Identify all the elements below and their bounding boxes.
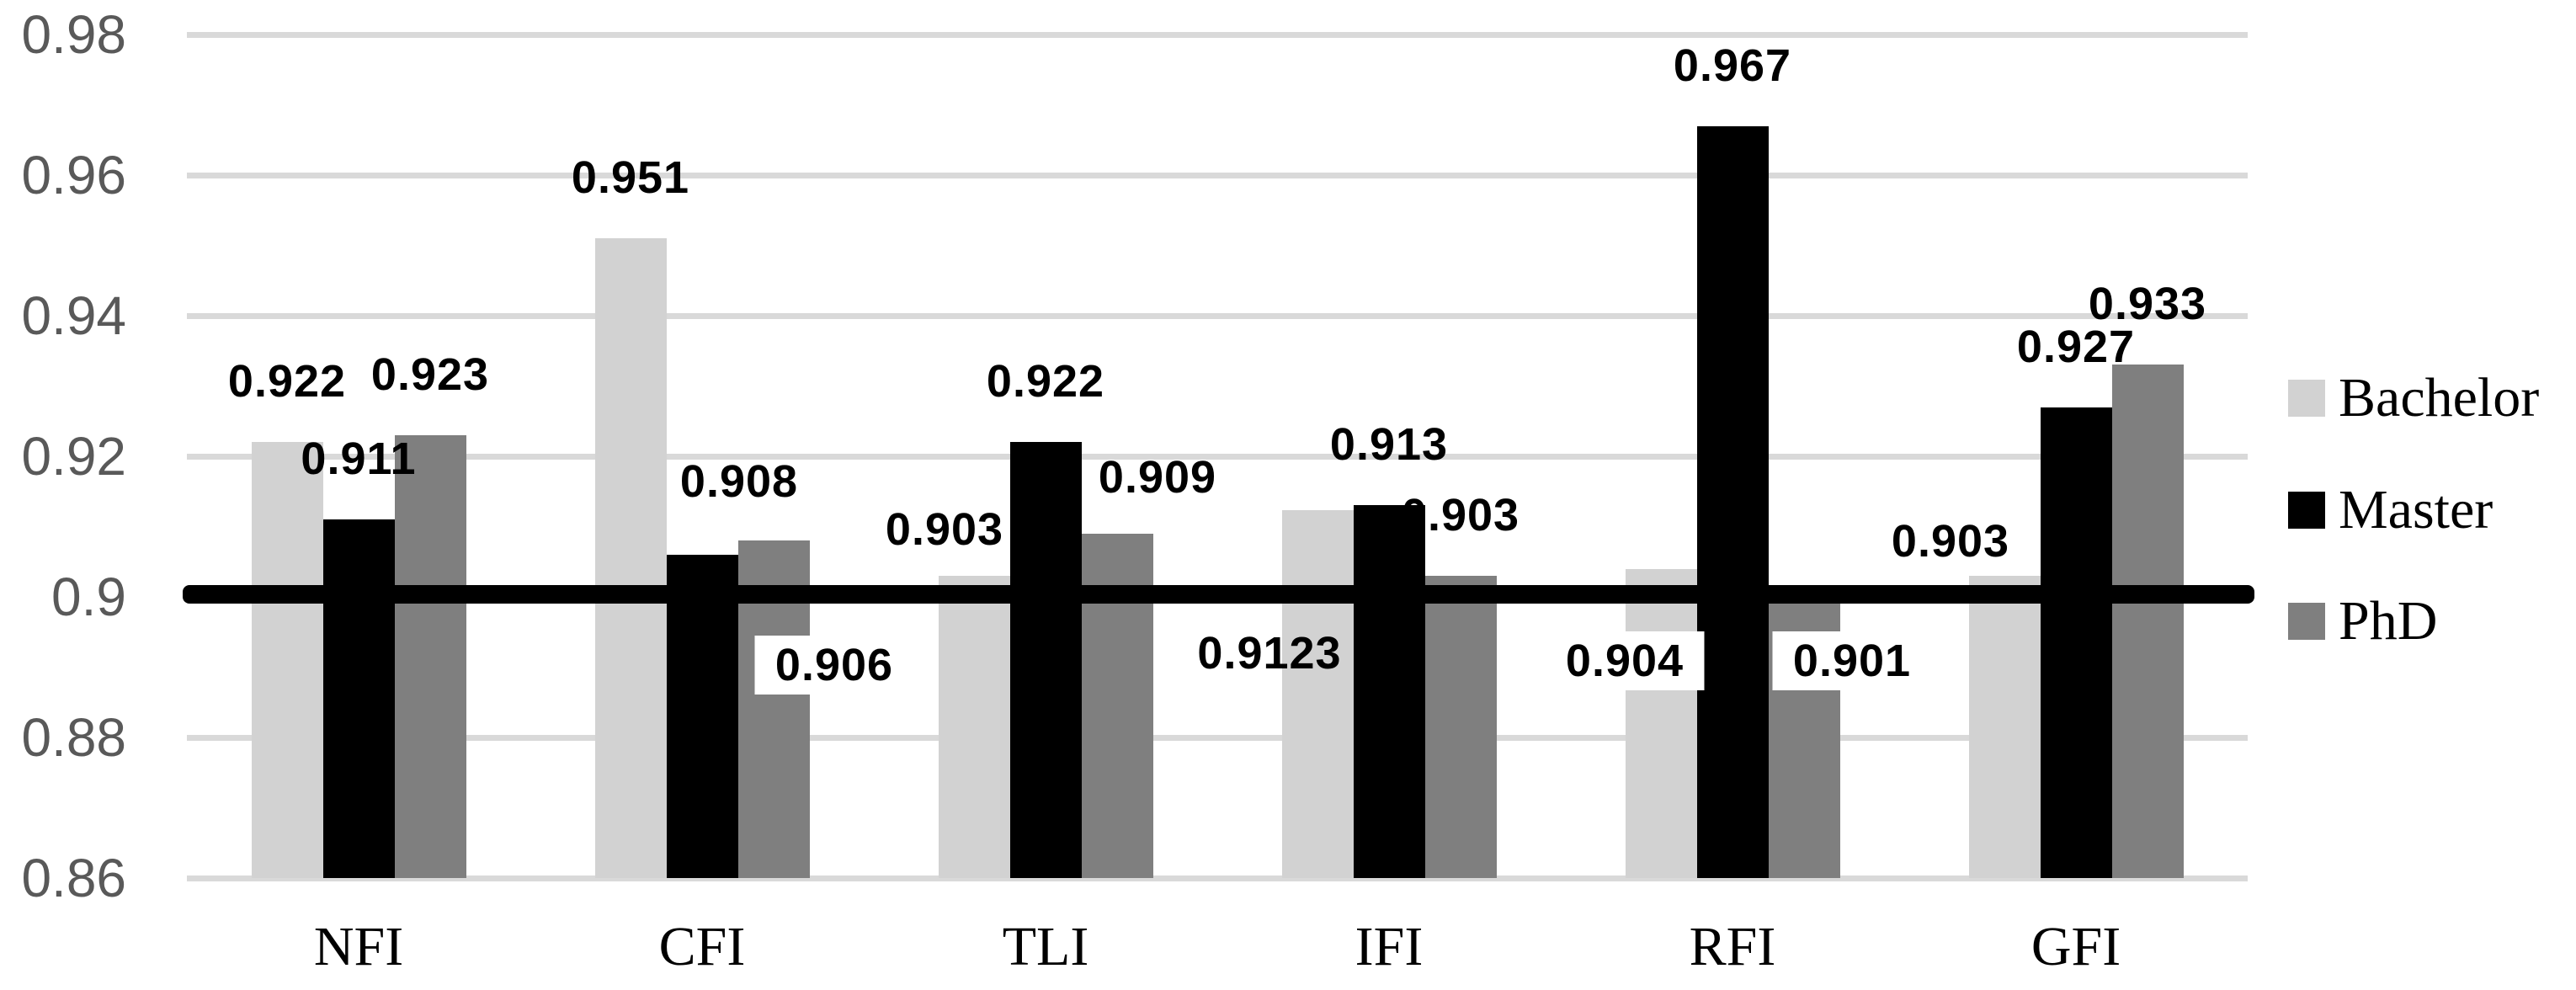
data-label-bachelor-tli: 0.903 [885,504,1004,555]
gridline-0.88 [187,735,2248,741]
category-label-ifi: IFI [1355,916,1424,977]
data-label-bg-phd-rfi [1772,631,1932,690]
data-label-phd-gfi: 0.933 [2088,279,2207,330]
category-label-tli: TLI [1002,916,1089,977]
data-label-bg-bachelor-rfi [1545,631,1705,690]
y-tick-label-0.86: 0.86 [21,848,126,908]
category-label-rfi: RFI [1689,916,1776,977]
bar-phd-ifi [1424,575,1497,878]
legend-item-phd: PhD [2288,593,2437,649]
bar-master-cfi [666,554,738,878]
y-tick-label-0.9: 0.9 [51,567,126,627]
data-label-master-rfi: 0.967 [1673,40,1792,91]
bar-master-tli [1009,442,1082,878]
legend-swatch-bachelor-icon [2288,380,2325,417]
bar-master-ifi [1353,505,1425,878]
legend-label-bachelor: Bachelor [2339,367,2540,428]
y-tick-label-0.98: 0.98 [21,4,126,65]
legend-item-master: Master [2288,482,2493,538]
category-label-nfi: NFI [313,916,404,977]
bar-master-gfi [2040,407,2112,878]
bar-bachelor-tli [938,575,1010,878]
bar-bachelor-nfi [251,442,323,878]
y-tick-label-0.92: 0.92 [21,426,126,487]
data-label-master-tli: 0.922 [986,356,1105,407]
legend-label-phd: PhD [2339,590,2438,652]
data-label-master-nfi: 0.911 [301,434,417,485]
data-label-master-cfi: 0.906 [774,640,894,690]
legend-swatch-phd-icon [2288,603,2325,640]
y-tick-label-0.96: 0.96 [21,145,126,205]
data-label-phd-cfi: 0.908 [679,456,799,507]
data-label-bachelor-nfi: 0.922 [227,356,347,407]
data-label-phd-rfi: 0.901 [1792,636,1912,686]
gridline-0.92 [187,454,2248,460]
data-label-phd-ifi: 0.903 [1401,489,1520,540]
bar-master-rfi [1696,125,1769,878]
y-tick-label-0.88: 0.88 [21,707,126,768]
bar-master-nfi [322,519,395,878]
legend-item-bachelor: Bachelor [2288,370,2539,426]
gridline-0.96 [187,173,2248,178]
bar-bachelor-cfi [594,238,667,878]
bar-bachelor-gfi [1968,575,2041,878]
gridline-0.94 [187,313,2248,319]
bar-phd-nfi [394,434,466,878]
data-label-phd-nfi: 0.923 [370,349,490,400]
legend-label-master: Master [2339,479,2494,540]
category-label-gfi: GFI [2030,916,2121,977]
reference-line-0.9 [183,585,2254,604]
y-tick-label-0.94: 0.94 [21,285,126,346]
data-label-bachelor-ifi: 0.9123 [1197,628,1342,679]
data-label-master-ifi: 0.913 [1329,419,1449,471]
category-label-cfi: CFI [658,916,746,977]
bar-bachelor-ifi [1281,510,1354,878]
bar-bachelor-rfi [1625,568,1697,878]
data-label-master-gfi: 0.927 [2016,321,2136,372]
gridline-0.86 [187,876,2248,881]
data-label-phd-tli: 0.909 [1098,452,1217,503]
legend-swatch-master-icon [2288,492,2325,529]
gridline-0.98 [187,32,2248,38]
data-label-bg-master-cfi [754,636,914,695]
bar-phd-gfi [2111,365,2184,878]
data-label-bachelor-rfi: 0.904 [1565,636,1685,686]
data-label-bachelor-cfi: 0.951 [571,152,690,204]
data-label-bachelor-gfi: 0.903 [1891,516,2010,567]
